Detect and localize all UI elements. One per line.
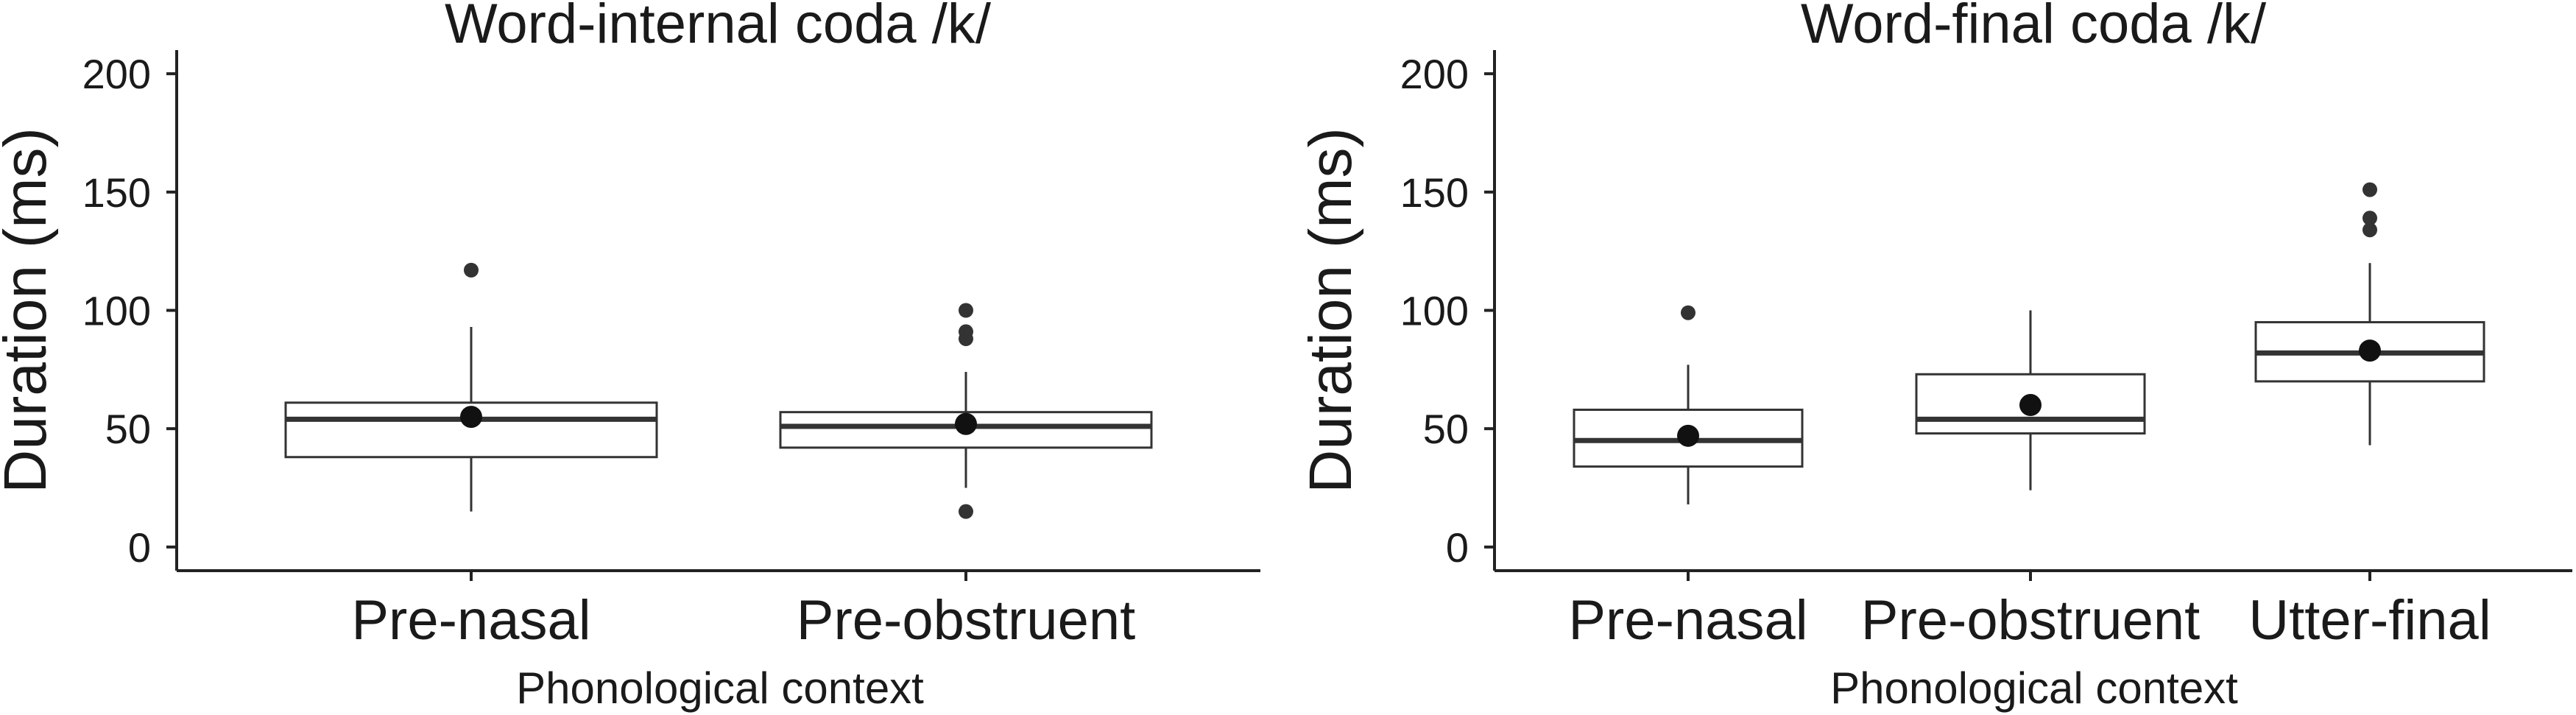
panel-word-internal: Word-internal coda /k/Duration (ms) Phono… (0, 0, 1260, 713)
y-tick-label: 200 (1400, 51, 1469, 97)
y-tick-label: 100 (1400, 288, 1469, 334)
x-tick-label: Utter-final (2248, 589, 2491, 652)
chart-title: Word-internal coda /k/ (445, 0, 992, 55)
mean-point (1677, 424, 1699, 447)
y-tick-label: 0 (128, 524, 151, 571)
x-tick-label: Pre-obstruent (797, 589, 1135, 652)
x-axis-label: Phonological context (516, 663, 924, 713)
y-tick-label: 50 (1423, 406, 1469, 452)
outlier-point (959, 303, 973, 318)
mean-point (460, 406, 482, 429)
y-tick-label: 0 (1446, 524, 1469, 571)
outlier-point (2362, 222, 2377, 238)
x-tick-label: Pre-nasal (351, 589, 590, 652)
y-axis-label: Duration (ms) (1297, 127, 1364, 493)
mean-point (955, 412, 977, 435)
x-tick-label: Pre-obstruent (1861, 589, 2200, 652)
outlier-point (2362, 182, 2377, 197)
outlier-point (959, 324, 973, 339)
outlier-point (2362, 211, 2377, 226)
y-tick-label: 50 (105, 406, 151, 452)
y-tick-label: 150 (1400, 169, 1469, 216)
outlier-point (464, 262, 479, 278)
x-axis-label: Phonological context (1830, 663, 2238, 713)
chart-title: Word-final coda /k/ (1801, 0, 2267, 55)
panel-word-final: Word-final coda /k/Duration (ms) Phonolog… (1297, 0, 2572, 713)
outlier-point (1681, 305, 1695, 320)
y-axis-label: Duration (ms) (0, 127, 59, 493)
x-tick-label: Pre-nasal (1568, 589, 1807, 652)
mean-point (2019, 394, 2042, 417)
y-tick-label: 150 (82, 169, 151, 216)
y-tick-label: 100 (82, 288, 151, 334)
outlier-point (959, 504, 973, 519)
mean-point (2359, 339, 2381, 362)
y-tick-label: 200 (82, 51, 151, 97)
